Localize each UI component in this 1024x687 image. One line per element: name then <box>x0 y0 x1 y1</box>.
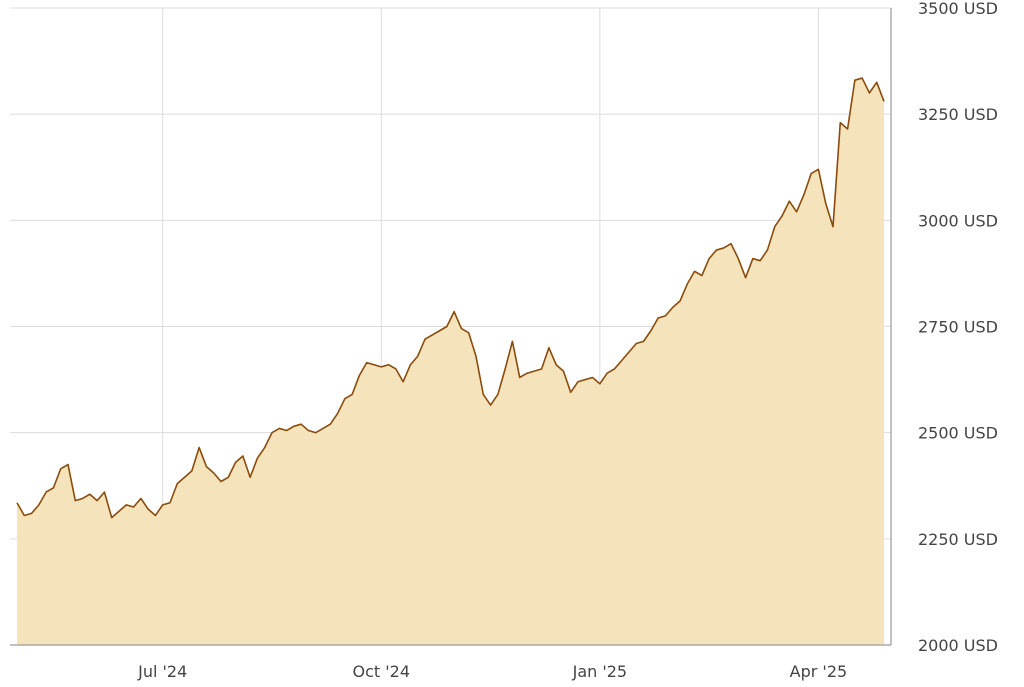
x-tick-label: Oct '24 <box>353 662 411 681</box>
y-tick-label: 3500 USD <box>918 0 998 18</box>
y-tick-label: 2750 USD <box>918 318 998 337</box>
x-tick-label: Apr '25 <box>790 662 848 681</box>
y-tick-label: 2000 USD <box>918 636 998 655</box>
y-tick-label: 2500 USD <box>918 424 998 443</box>
x-tick-label: Jan '25 <box>572 662 628 681</box>
area <box>17 78 884 645</box>
y-tick-label: 2250 USD <box>918 530 998 549</box>
x-tick-label: Jul '24 <box>137 662 187 681</box>
y-tick-label: 3000 USD <box>918 211 998 230</box>
line <box>16 77 885 519</box>
y-tick-label: 3250 USD <box>918 105 998 124</box>
